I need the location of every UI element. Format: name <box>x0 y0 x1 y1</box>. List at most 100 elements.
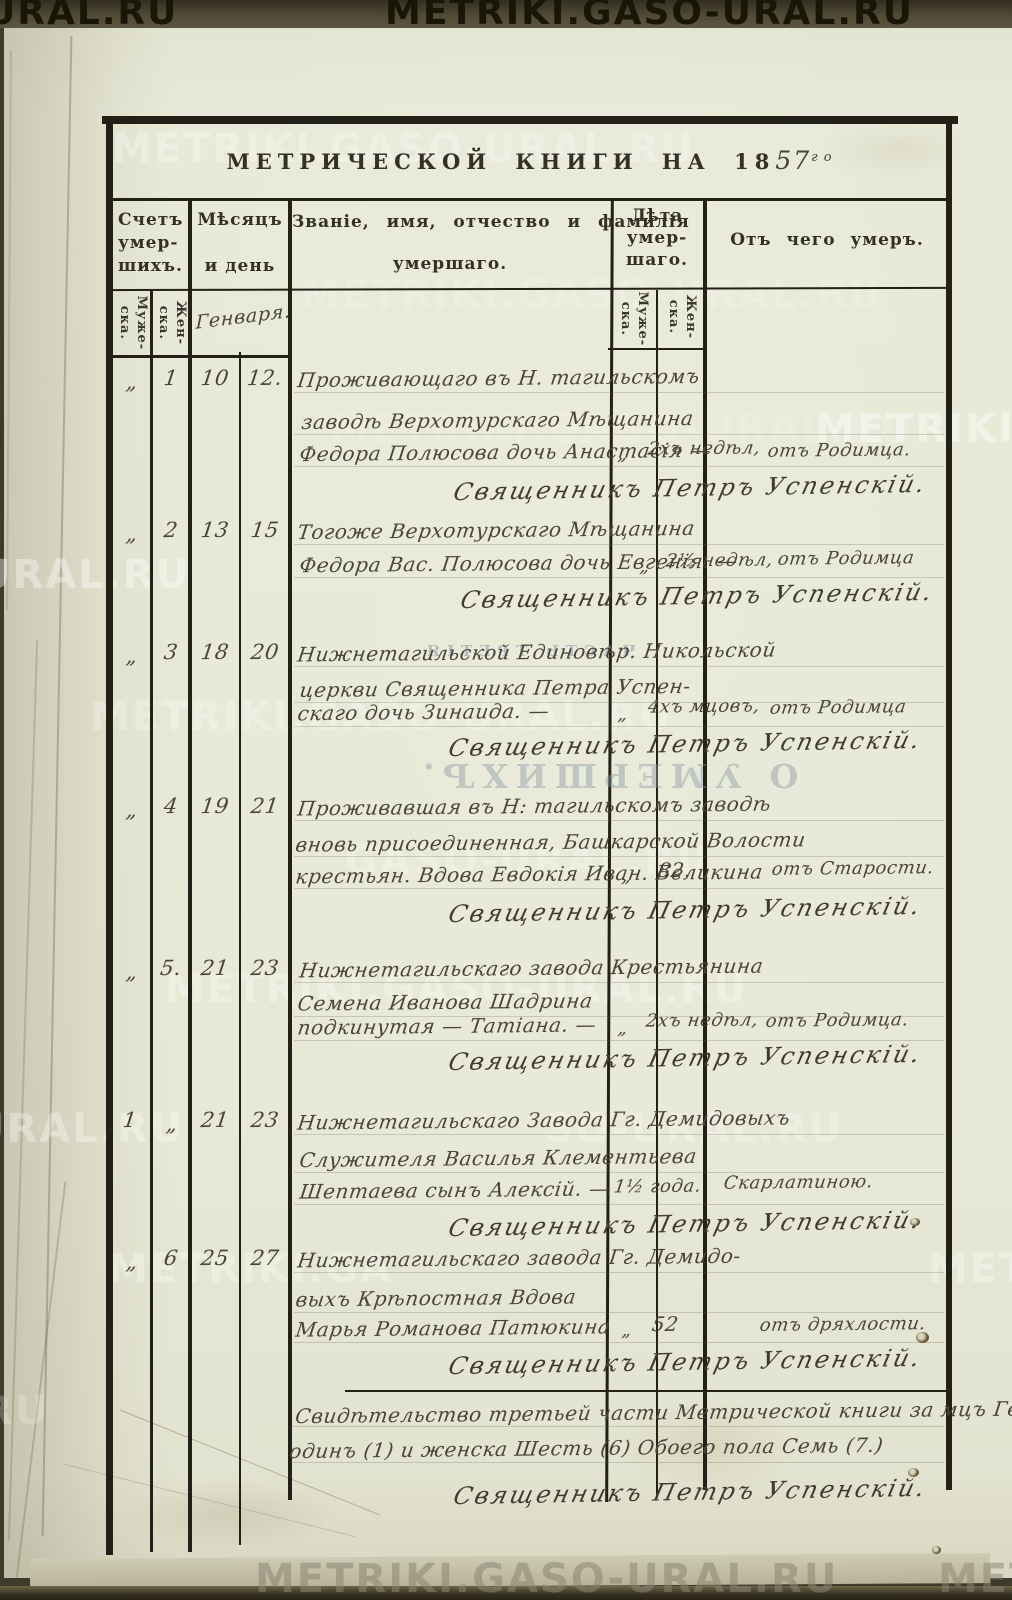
subheader-male-l1: Муже- <box>133 295 149 351</box>
entry-2-day-burial: 15 <box>249 517 281 543</box>
header-count-l3: шихъ. <box>118 256 183 276</box>
guide-line <box>294 856 944 857</box>
entry-4-female-count: 4 <box>162 793 180 819</box>
col-rule <box>288 200 292 1500</box>
entry-1-male-count: „ <box>124 369 140 395</box>
subheader-rule-left <box>110 355 290 358</box>
wormhole <box>910 1218 920 1226</box>
entry-5-line-2: Семена Иванова Шадрина <box>296 988 595 1016</box>
entry-5-line-1: Нижнетагильскаго завода Крестьянина <box>298 953 766 983</box>
page-title: МЕТРИЧЕСКОЙ КНИГИ НА 1857го <box>112 146 952 175</box>
guide-line <box>294 888 944 889</box>
guide-line <box>294 392 944 393</box>
frame-right-rule <box>946 118 952 1490</box>
entry-7-day-burial: 27 <box>249 1245 281 1271</box>
entry-6-day-death: 21 <box>199 1107 231 1133</box>
paper-sheet <box>4 26 1012 1578</box>
entry-3-day-burial: 20 <box>249 639 281 665</box>
paper-stain <box>620 1400 800 1490</box>
subheader-female-l2: ска. <box>156 305 171 341</box>
entry-6-cause: Скарлатиною. <box>722 1171 875 1194</box>
wormhole <box>908 1468 919 1477</box>
entry-5-female-count: 5. <box>158 955 184 981</box>
title-rule <box>110 198 950 201</box>
header-age-l2: умер- <box>626 228 688 248</box>
entry-4-cause: отъ Старости. <box>770 857 936 880</box>
entry-1-day-death: 10 <box>199 365 231 391</box>
guide-line <box>294 1342 944 1343</box>
guide-line <box>290 1426 945 1427</box>
col-rule <box>150 290 153 1552</box>
guide-line <box>294 434 944 435</box>
guide-line <box>294 726 944 727</box>
subheader-male-age: Муже-ска. <box>610 290 656 348</box>
entry-6-line-3: Шептаева сынъ Алексій. — <box>298 1176 612 1204</box>
frame-top-rule <box>102 116 958 124</box>
entry-4-line-1: Проживавшая въ Н: тагильскомъ заводѣ <box>296 791 773 821</box>
entry-3-male-count: „ <box>124 643 140 669</box>
book-edge-top: URAL.RU METRIKI.GASO-URAL.RU <box>0 0 1012 28</box>
entry-4-day-death: 19 <box>199 793 231 819</box>
guide-line <box>294 1312 944 1313</box>
header-cause: Отъ чего умеръ. <box>730 230 924 250</box>
guide-line <box>294 702 944 703</box>
guide-line <box>294 1040 944 1041</box>
entry-3-cause: отъ Родимца <box>768 696 908 719</box>
entry-5-day-death: 21 <box>199 955 231 981</box>
entry-5-male-count: „ <box>124 959 140 985</box>
entry-6-female-count: „ <box>164 1111 180 1137</box>
subheader-male-l2: ска. <box>117 305 133 341</box>
subheader-female-age: Жен-ска. <box>658 288 704 346</box>
entry-2-line-1: Тогоже Верхотурскаго Мѣщанина <box>296 515 697 545</box>
entry-1-female-count: 1 <box>162 365 180 391</box>
col-rule <box>188 200 192 1552</box>
col-rule <box>656 290 658 1498</box>
entry-7-line-2: выхъ Крѣпостная Вдова <box>294 1284 578 1312</box>
header-name-l1: Званіе, имя, отчество и фамилія <box>292 212 690 232</box>
title-year-handwritten: 57 <box>775 146 812 175</box>
col-rule <box>239 352 241 1545</box>
entry-1-line-2: заводѣ Верхотурскаго Мѣщанина <box>300 405 696 435</box>
entry-7-age: 52 <box>650 1311 681 1337</box>
entry-4-day-burial: 21 <box>249 793 281 819</box>
entry-6-line-2: Служителя Василья Клементьева <box>298 1143 699 1173</box>
subheader-male-l1: Муже- <box>634 291 650 347</box>
guide-line <box>294 544 944 545</box>
wormhole <box>916 1332 929 1343</box>
title-year-suffix: го <box>811 150 838 165</box>
certificate-rule <box>345 1390 948 1392</box>
entry-2-age: 2½ недѣл, <box>664 549 775 572</box>
entry-5-day-burial: 23 <box>249 955 281 981</box>
wormhole <box>932 1546 941 1554</box>
entry-3-female-count: 3 <box>162 639 180 665</box>
subheader-female-left: Жен-ска. <box>152 292 190 354</box>
entry-6-age: 1½ года. <box>612 1175 703 1198</box>
title-printed: МЕТРИЧЕСКОЙ КНИГИ НА 18 <box>226 149 776 174</box>
header-count-l1: Счетъ <box>118 210 184 230</box>
guide-line <box>294 820 944 821</box>
guide-line <box>294 1272 944 1273</box>
entry-3-line-2: церкви Священника Петра Успен- <box>298 673 693 703</box>
header-count-l2: умер- <box>118 233 179 253</box>
entry-4-male-count: „ <box>124 797 140 823</box>
guide-line <box>294 1016 944 1017</box>
guide-line <box>294 577 944 578</box>
guide-line <box>294 1134 944 1135</box>
entry-1-age: 2хъ недѣл, <box>646 437 762 460</box>
subheader-male-l2: ска. <box>618 301 634 337</box>
subheader-male-left: Муже-ска. <box>112 292 152 354</box>
header-age-l1: Лѣта <box>630 206 684 226</box>
watermark: URAL.RU <box>0 0 179 28</box>
entry-2-male-count: „ <box>124 521 140 547</box>
header-month-l2: и день <box>204 256 276 276</box>
entry-1-line-1: Проживающаго въ Н. тагильскомъ <box>296 363 702 393</box>
book-edge-bottom <box>0 1586 1012 1600</box>
guide-line <box>294 666 944 667</box>
guide-line <box>294 982 944 983</box>
entry-2-day-death: 13 <box>199 517 231 543</box>
entry-1-day-burial: 12. <box>245 365 285 391</box>
guide-line <box>294 1204 944 1205</box>
subheader-female-l2: ска. <box>666 299 681 335</box>
entry-6-day-burial: 23 <box>249 1107 281 1133</box>
